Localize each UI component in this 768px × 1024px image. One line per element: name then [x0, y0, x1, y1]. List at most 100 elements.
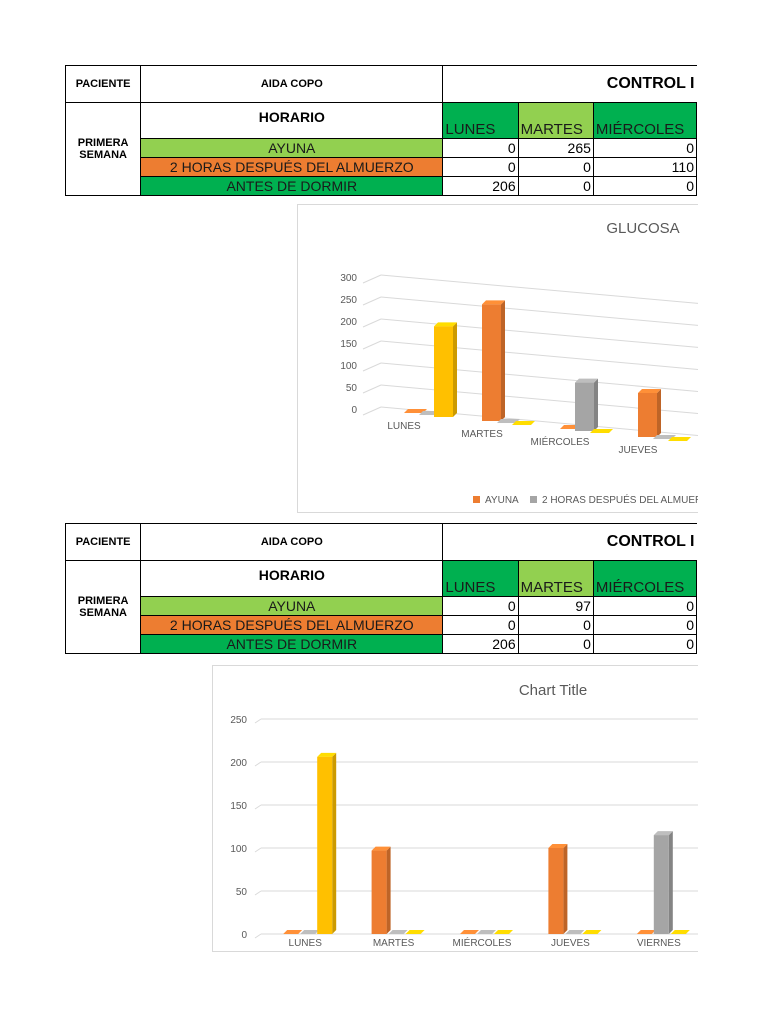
bar-almuerzo: [653, 835, 669, 934]
cell-value[interactable]: 97: [517, 596, 594, 616]
bar-top-ayuna: [283, 930, 303, 934]
bar-top-dormir: [494, 930, 513, 934]
cell-value[interactable]: 206: [442, 634, 519, 654]
legend-label-almuerzo: 2 HORAS DESPUÉS DEL ALMUERZ: [542, 493, 698, 506]
cell-value[interactable]: 110: [592, 157, 698, 177]
gridline-side: [254, 804, 262, 810]
cell-value[interactable]: 0: [442, 615, 519, 635]
bar-side-almuerzo: [668, 831, 673, 934]
bar-top-dormir: [405, 930, 425, 934]
day-header-martes: MARTES: [517, 102, 594, 139]
gridline-side: [254, 761, 262, 767]
bar-top-almuerzo: [497, 419, 520, 423]
bar-top-almuerzo: [477, 930, 496, 934]
bar-ayuna: [371, 850, 387, 934]
cell-value[interactable]: 0: [442, 596, 519, 616]
bar-top-dormir: [590, 429, 613, 433]
cell-value[interactable]: 206: [442, 176, 519, 196]
bar-top-almuerzo: [565, 930, 585, 934]
x-category-label: JUEVES: [619, 445, 658, 456]
gridline: [380, 340, 698, 370]
row-label-almuerzo: 2 HORAS DESPUÉS DEL ALMUERZO: [140, 615, 444, 635]
gridline-side: [362, 274, 382, 284]
cell-value[interactable]: 265: [517, 138, 594, 158]
y-tick-label: 50: [346, 383, 358, 394]
bar-top-dormir: [668, 437, 691, 441]
cell-value[interactable]: 0: [517, 157, 594, 177]
bar-top-ayuna: [460, 930, 479, 934]
patient-name: AIDA COPO: [140, 65, 444, 103]
gridline-side: [254, 847, 262, 853]
chart-title: Chart Title: [519, 682, 587, 699]
patient-label: PACIENTE: [64, 523, 142, 561]
gridline-side: [362, 318, 382, 328]
bar-dormir: [317, 756, 333, 934]
x-category-label: MARTES: [373, 938, 415, 949]
glucosa-chart-svg: GLUCOSA 0 50 100 150 200 250 300 LUNES MARTES MIÉR…: [340, 220, 698, 506]
bar-top-dormir: [434, 322, 457, 327]
bar-ayuna: [638, 393, 657, 437]
x-category-label: LUNES: [289, 938, 323, 949]
gridline: [380, 296, 698, 326]
bar-top-ayuna: [404, 409, 427, 413]
x-category-label: MIÉRCOLES: [531, 435, 590, 448]
x-category-label: MARTES: [461, 429, 503, 440]
bar-top-dormir: [670, 930, 690, 934]
legend-swatch-ayuna: [473, 496, 480, 503]
table-title: CONTROL I: [442, 523, 697, 561]
x-category-label: JUEVES: [551, 938, 590, 949]
bar-almuerzo: [575, 382, 594, 431]
gridline: [380, 274, 698, 304]
patient-label: PACIENTE: [64, 65, 142, 103]
gridline-side: [254, 890, 262, 896]
bar-side-almuerzo: [594, 378, 598, 431]
y-tick-label: 100: [340, 361, 357, 372]
cell-value[interactable]: 0: [517, 634, 594, 654]
x-category-label: LUNES: [387, 421, 421, 432]
bar-ayuna: [482, 304, 501, 421]
bar-top-almuerzo: [388, 930, 408, 934]
cell-value[interactable]: 0: [592, 596, 698, 616]
glucose-table-1: PACIENTE AIDA COPO CONTROL I PRIMERA SEM…: [64, 65, 698, 196]
cell-value[interactable]: 0: [592, 634, 698, 654]
row-label-ayuna: AYUNA: [140, 138, 444, 158]
week-label: PRIMERA SEMANA: [64, 560, 142, 654]
gridline-side: [362, 384, 382, 394]
y-tick-label: 250: [230, 715, 247, 726]
bar-top-almuerzo: [653, 435, 676, 439]
schedule-header: HORARIO: [140, 102, 444, 139]
cell-value[interactable]: 0: [517, 615, 594, 635]
y-tick-label: 150: [230, 801, 247, 812]
y-tick-label: 200: [340, 317, 357, 328]
chart-title-chart: Chart Title 0 50 100 150 200 250 LUNES MARTES MIÉ…: [212, 665, 698, 952]
day-header-miercoles: MIÉRCOLES: [592, 560, 698, 597]
patient-name: AIDA COPO: [140, 523, 444, 561]
bar-top-ayuna: [638, 389, 661, 393]
bar-top-almuerzo: [575, 378, 598, 383]
cell-value[interactable]: 0: [442, 157, 519, 177]
row-label-almuerzo: 2 HORAS DESPUÉS DEL ALMUERZO: [140, 157, 444, 177]
cell-value[interactable]: 0: [592, 615, 698, 635]
y-tick-label: 200: [230, 758, 247, 769]
cell-value[interactable]: 0: [592, 138, 698, 158]
bar-side-ayuna: [657, 389, 661, 437]
gridline-side: [362, 406, 382, 416]
week-label: PRIMERA SEMANA: [64, 102, 142, 196]
day-header-lunes: LUNES: [442, 560, 519, 597]
gridline: [380, 362, 698, 392]
gridline-side: [362, 362, 382, 372]
bar-top-dormir: [512, 421, 535, 425]
bar-side-ayuna: [563, 844, 568, 934]
y-tick-label: 100: [230, 844, 247, 855]
cell-value[interactable]: 0: [592, 176, 698, 196]
glucose-table-2: PACIENTE AIDA COPO CONTROL I PRIMERA SEM…: [64, 523, 698, 654]
row-label-dormir: ANTES DE DORMIR: [140, 176, 444, 196]
bar-side-ayuna: [501, 300, 505, 421]
day-header-martes: MARTES: [517, 560, 594, 597]
bar-top-dormir: [317, 752, 337, 757]
bar-side-ayuna: [386, 846, 391, 934]
cell-value[interactable]: 0: [517, 176, 594, 196]
x-category-label: VIERNES: [637, 938, 681, 949]
bar-side-dormir: [453, 322, 457, 417]
cell-value[interactable]: 0: [442, 138, 519, 158]
